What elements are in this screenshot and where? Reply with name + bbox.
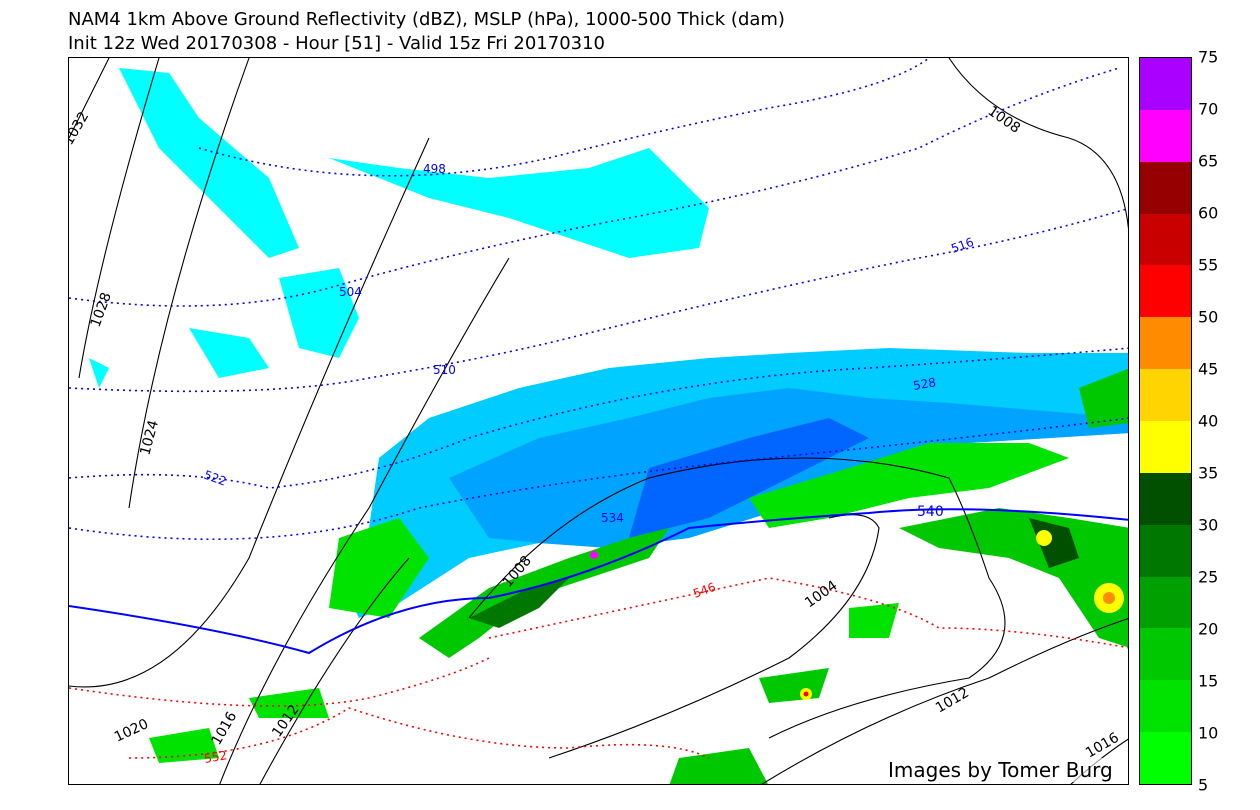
colorbar-segment — [1140, 369, 1191, 421]
colorbar-tick-label: 55 — [1198, 255, 1219, 275]
colorbar-segment — [1140, 265, 1191, 318]
colorbar-segment — [1140, 576, 1191, 629]
weather-map: 1032 1028 1024 1020 1016 1012 1008 1008 … — [68, 57, 1129, 785]
thickness-contours-warm — [69, 577, 1128, 759]
colorbar-segment — [1140, 213, 1191, 266]
colorbar-segment — [1140, 317, 1191, 370]
mslp-label: 1016 — [209, 709, 241, 748]
colorbar-tick-label: 20 — [1198, 619, 1219, 639]
thickness-contours-cold — [69, 58, 1128, 541]
colorbar-segment — [1140, 524, 1191, 577]
colorbar-segment — [1140, 472, 1191, 525]
thickness-label: 552 — [203, 748, 228, 766]
reflectivity-snow-heavy — [449, 388, 1128, 548]
mslp-label: 1032 — [69, 109, 92, 148]
reflectivity-rain — [149, 368, 1128, 784]
thickness-label: 498 — [423, 162, 446, 176]
thickness-label: 546 — [691, 580, 717, 601]
colorbar-tick-label: 45 — [1198, 359, 1219, 379]
colorbar-tick-label: 65 — [1198, 151, 1219, 171]
mslp-label: 1020 — [112, 716, 151, 746]
colorbar-tick-label: 30 — [1198, 515, 1219, 535]
thickness-540-line — [69, 508, 1128, 655]
thickness-label: 540 — [917, 504, 944, 520]
colorbar-segment — [1140, 57, 1191, 110]
colorbar-tick-label: 50 — [1198, 307, 1219, 327]
colorbar-tick-label: 40 — [1198, 411, 1219, 431]
mslp-label: 1024 — [137, 418, 162, 457]
map-title: NAM4 1km Above Ground Reflectivity (dBZ)… — [68, 9, 785, 30]
thickness-label: 528 — [912, 375, 937, 393]
colorbar-tick-label: 5 — [1198, 775, 1209, 795]
colorbar-segment — [1140, 161, 1191, 214]
colorbar-segment — [1140, 628, 1191, 681]
colorbar-tick-label: 35 — [1198, 463, 1219, 483]
credit-text: Images by Tomer Burg — [888, 758, 1113, 782]
mslp-label: 1016 — [1083, 730, 1122, 762]
mslp-label: 1004 — [802, 578, 840, 612]
colorbar-tick-label: 70 — [1198, 99, 1219, 119]
thickness-label: 534 — [601, 511, 624, 525]
thickness-label: 522 — [202, 468, 228, 489]
thickness-label: 504 — [339, 285, 362, 299]
mslp-label: 1028 — [88, 290, 115, 329]
thickness-label: 510 — [433, 363, 456, 377]
map-subtitle: Init 12z Wed 20170308 - Hour [51] - Vali… — [68, 33, 606, 54]
colorbar-tick-label: 25 — [1198, 567, 1219, 587]
colorbar — [1139, 57, 1192, 785]
colorbar-segment — [1140, 680, 1191, 733]
colorbar-tick-label: 60 — [1198, 203, 1219, 223]
mslp-label: 1012 — [933, 685, 972, 717]
colorbar-tick-label: 10 — [1198, 723, 1219, 743]
colorbar-tick-label: 15 — [1198, 671, 1219, 691]
reflectivity-snow-light — [89, 68, 709, 388]
colorbar-tick-label: 75 — [1198, 47, 1219, 67]
colorbar-segment — [1140, 420, 1191, 473]
colorbar-segment — [1140, 732, 1191, 784]
thickness-label: 516 — [949, 235, 975, 256]
mslp-contours — [69, 58, 1128, 784]
mslp-label: 1008 — [985, 103, 1023, 137]
colorbar-segment — [1140, 109, 1191, 162]
